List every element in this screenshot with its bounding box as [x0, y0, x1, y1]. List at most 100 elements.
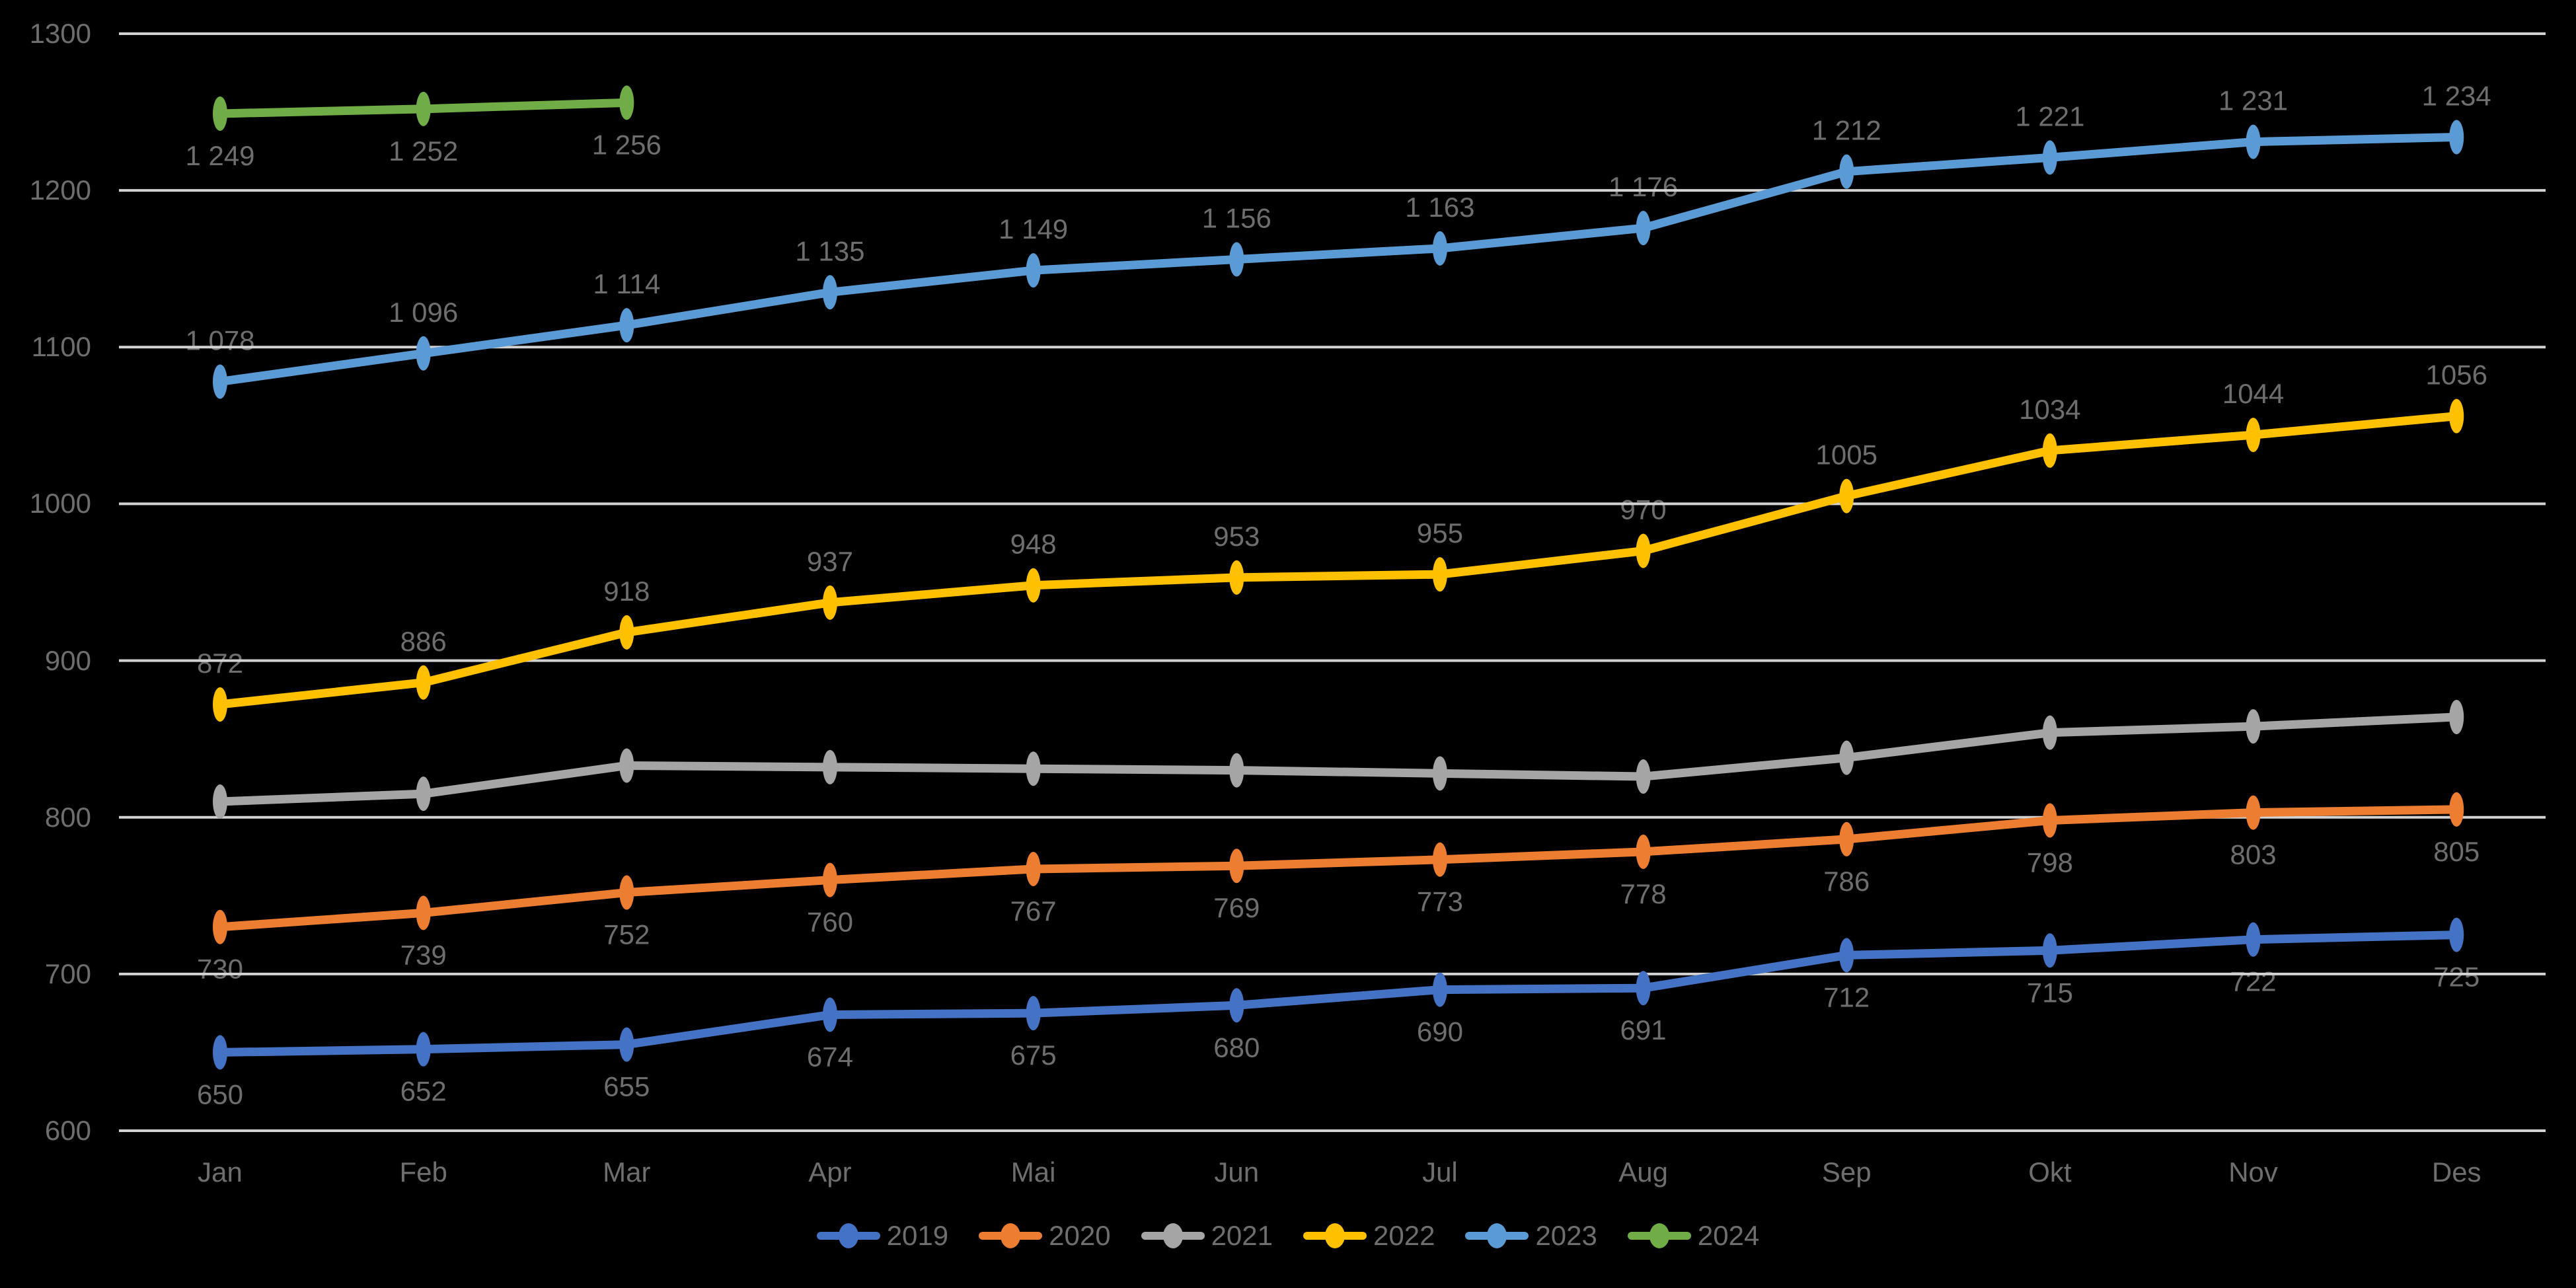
data-point-2022: [1432, 557, 1447, 592]
data-point-2019: [213, 1035, 227, 1070]
data-label: 650: [197, 1079, 243, 1110]
x-axis-label: Sep: [1821, 1156, 1872, 1188]
legend-label: 2019: [886, 1220, 949, 1251]
data-point-2022: [1026, 568, 1041, 603]
data-label: 948: [1010, 529, 1057, 560]
data-label: 918: [603, 576, 650, 607]
data-point-2019: [822, 997, 837, 1032]
data-point-2020: [2449, 792, 2464, 827]
data-label: 1056: [2426, 360, 2487, 391]
data-label: 674: [807, 1042, 853, 1073]
data-label: 955: [1417, 517, 1463, 549]
data-point-2023: [416, 336, 431, 371]
legend-label: 2020: [1049, 1220, 1111, 1251]
series-line-2019: [215, 930, 2461, 1057]
data-point-2021: [1026, 751, 1041, 786]
data-point-2021: [822, 749, 837, 784]
data-point-2019: [1229, 988, 1244, 1023]
data-point-2019: [2449, 917, 2464, 952]
data-point-2020: [1229, 849, 1244, 884]
data-label: 773: [1417, 886, 1463, 917]
data-point-2023: [1432, 231, 1447, 266]
data-point-2019: [1636, 971, 1651, 1006]
x-axis-label: Des: [2431, 1156, 2481, 1188]
x-axis-label: Mai: [1010, 1156, 1056, 1188]
legend-item-2022: 2022: [1303, 1220, 1435, 1252]
data-label: 769: [1213, 892, 1260, 923]
data-point-2020: [1432, 842, 1447, 877]
legend-item-2024: 2024: [1627, 1220, 1760, 1252]
data-point-2024: [213, 96, 227, 131]
data-label: 1044: [2222, 378, 2284, 409]
y-axis-tick-label: 900: [44, 644, 91, 676]
series-line-2020: [215, 805, 2461, 932]
data-label: 805: [2433, 836, 2480, 867]
data-point-2020: [2042, 803, 2057, 838]
data-point-2021: [619, 748, 634, 783]
data-point-2021: [1636, 759, 1651, 794]
data-label: 655: [603, 1071, 650, 1102]
data-point-2024: [416, 91, 431, 126]
data-point-2022: [1229, 560, 1244, 595]
data-point-2022: [2449, 398, 2464, 434]
legend-marker-2019: [816, 1223, 880, 1249]
y-axis-tick-label: 700: [44, 958, 91, 989]
data-label: 786: [1823, 866, 1870, 897]
data-label: 690: [1417, 1016, 1463, 1047]
legend-marker-2022: [1303, 1223, 1367, 1249]
data-point-2021: [1839, 740, 1854, 775]
data-label: 886: [400, 626, 447, 657]
legend-item-2023: 2023: [1465, 1220, 1597, 1252]
x-axis-label: Okt: [2028, 1156, 2072, 1188]
data-point-2021: [2042, 715, 2057, 750]
series-line-2022: [215, 412, 2461, 709]
data-point-2022: [213, 687, 227, 722]
data-label: 730: [197, 954, 243, 985]
data-label: 1 114: [593, 268, 660, 299]
data-point-2020: [416, 895, 431, 930]
x-axis-label: Jan: [198, 1156, 243, 1188]
data-label: 760: [807, 907, 853, 938]
data-point-2021: [2246, 709, 2261, 744]
data-point-2019: [1432, 972, 1447, 1007]
data-point-2020: [1026, 851, 1041, 886]
x-axis-label: Apr: [808, 1156, 852, 1188]
data-point-2021: [213, 784, 227, 819]
data-label: 937: [807, 546, 853, 577]
data-label: 1 163: [1405, 192, 1474, 223]
data-label: 1 176: [1609, 171, 1678, 202]
data-point-2022: [822, 585, 837, 620]
data-point-2021: [2449, 699, 2464, 734]
data-label: 652: [400, 1076, 447, 1107]
data-point-2023: [2449, 120, 2464, 155]
data-point-2020: [2246, 795, 2261, 830]
legend-marker-2024: [1627, 1223, 1691, 1249]
data-label: 712: [1823, 981, 1870, 1012]
series-line-2023: [215, 133, 2461, 386]
data-point-2022: [416, 665, 431, 700]
x-axis-label: Mar: [603, 1156, 651, 1188]
data-point-2023: [1026, 253, 1041, 288]
data-point-2021: [1229, 753, 1244, 788]
y-axis-tick-label: 800: [44, 801, 91, 833]
data-point-2023: [2246, 124, 2261, 159]
data-label: 1 156: [1202, 202, 1271, 233]
x-axis-label: Feb: [399, 1156, 447, 1188]
legend-label: 2024: [1697, 1220, 1760, 1251]
data-point-2020: [619, 875, 634, 910]
legend-item-2020: 2020: [979, 1220, 1111, 1252]
data-point-2022: [2246, 418, 2261, 453]
y-axis-tick-label: 1300: [29, 18, 91, 49]
data-point-2019: [619, 1027, 634, 1062]
data-point-2019: [2042, 933, 2057, 968]
data-point-2023: [619, 308, 634, 343]
data-label: 715: [2027, 977, 2073, 1008]
data-point-2021: [416, 777, 431, 812]
data-point-2020: [213, 909, 227, 944]
data-label: 725: [2433, 962, 2480, 993]
x-axis-label: Jul: [1422, 1156, 1458, 1188]
data-label: 1 149: [999, 213, 1068, 245]
legend-marker-2023: [1465, 1223, 1529, 1249]
data-point-2023: [1636, 211, 1651, 246]
